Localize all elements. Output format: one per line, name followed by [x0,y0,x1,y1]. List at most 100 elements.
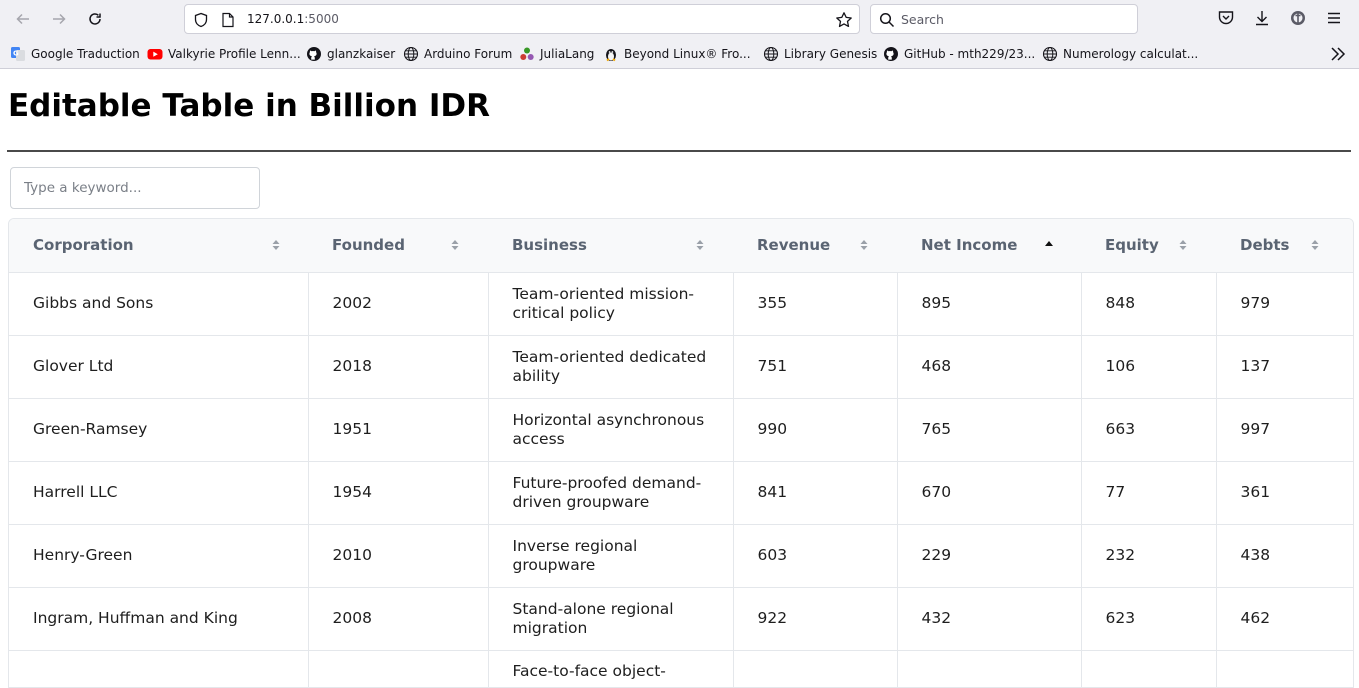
cell-debts[interactable]: 438 [1216,524,1353,587]
cell-revenue[interactable]: 603 [733,524,898,587]
cell-corporation[interactable]: Henry-Green [9,524,309,587]
column-header-corporation[interactable]: Corporation [9,219,308,272]
cell-founded[interactable]: 1954 [308,461,489,524]
cell-founded[interactable]: 1951 [308,398,489,461]
column-label: Revenue [757,236,831,255]
cell-business[interactable]: Team-oriented dedicated ability [488,335,734,398]
column-header-debts[interactable]: Debts [1216,219,1353,272]
cell-revenue[interactable] [733,650,898,687]
cell-founded[interactable] [308,650,489,687]
cell-equity[interactable]: 77 [1081,461,1217,524]
bookmark-label: GitHub - mth229/23... [904,47,1036,61]
cell-net-income[interactable]: 432 [897,587,1082,650]
sort-unsorted-icon[interactable] [272,238,280,252]
cell-debts[interactable]: 462 [1216,587,1353,650]
cell-debts[interactable]: 361 [1216,461,1353,524]
cell-corporation[interactable]: Harrell LLC [9,461,309,524]
cell-net-income[interactable]: 895 [897,272,1082,335]
cell-corporation[interactable]: Gibbs and Sons [9,272,309,335]
cell-corporation[interactable]: Glover Ltd [9,335,309,398]
data-table: Corporation Founded Business Revenue Net… [9,219,1353,687]
cell-debts[interactable]: 997 [1216,398,1353,461]
cell-business[interactable]: Inverse regional groupware [488,524,734,587]
cell-equity[interactable]: 623 [1081,587,1217,650]
cell-debts[interactable]: 137 [1216,335,1353,398]
cell-corporation[interactable]: Green-Ramsey [9,398,309,461]
cell-revenue[interactable]: 841 [733,461,898,524]
url-bar[interactable]: 127.0.0.1:5000 [184,4,860,34]
cell-business[interactable]: Face-to-face object- [488,650,734,687]
column-header-net-income[interactable]: Net Income [897,219,1081,272]
keyword-search-input[interactable] [10,167,260,209]
reload-button[interactable] [83,7,107,31]
title-divider [7,150,1351,152]
bookmark-item[interactable]: G Google Traduction [10,45,140,63]
bookmark-item[interactable]: GitHub - mth229/23... [883,45,1035,63]
pocket-button[interactable] [1216,8,1236,28]
cell-equity[interactable]: 848 [1081,272,1217,335]
cell-founded[interactable]: 2008 [308,587,489,650]
cell-equity[interactable]: 232 [1081,524,1217,587]
pocket-icon [1218,11,1234,25]
sort-unsorted-icon[interactable] [696,238,704,252]
bookmark-item[interactable]: Beyond Linux® Fro... [603,45,751,63]
table-row: Face-to-face object- [9,650,1353,687]
bookmarks-overflow-chevron-icon[interactable] [1328,45,1348,63]
cell-revenue[interactable]: 355 [733,272,898,335]
cell-business[interactable]: Future-proofed demand-driven groupware [488,461,734,524]
cell-equity[interactable] [1081,650,1217,687]
bookmark-item[interactable]: Numerology calculat... [1042,45,1198,63]
cell-revenue[interactable]: 990 [733,398,898,461]
bookmark-item[interactable]: glanzkaiser [306,45,395,63]
bookmark-item[interactable]: JuliaLang [519,45,594,63]
cell-business[interactable]: Horizontal asynchronous access [488,398,734,461]
tracking-shield-icon[interactable] [193,12,209,28]
search-placeholder: Search [901,12,944,27]
column-header-founded[interactable]: Founded [308,219,488,272]
cell-net-income[interactable]: 670 [897,461,1082,524]
column-header-revenue[interactable]: Revenue [733,219,897,272]
search-bar[interactable]: Search [870,4,1138,34]
sort-unsorted-icon[interactable] [451,238,459,252]
bookmark-item[interactable]: Arduino Forum [403,45,512,63]
menu-button[interactable] [1324,8,1344,28]
cell-equity[interactable]: 106 [1081,335,1217,398]
column-header-equity[interactable]: Equity [1081,219,1216,272]
bookmark-item[interactable]: Valkyrie Profile Lenn... [147,45,301,63]
browser-toolbar: 127.0.0.1:5000 Search [0,0,1359,38]
cell-net-income[interactable] [897,650,1082,687]
cell-business[interactable]: Team-oriented mission-critical policy [488,272,734,335]
sort-unsorted-icon[interactable] [1311,238,1319,252]
cell-debts[interactable] [1216,650,1353,687]
cell-founded[interactable]: 2018 [308,335,489,398]
cell-corporation[interactable] [9,650,309,687]
sort-ascending-icon[interactable] [1045,238,1053,252]
cell-net-income[interactable]: 765 [897,398,1082,461]
bookmark-item[interactable]: Library Genesis [763,45,877,63]
bookmark-label: Beyond Linux® Fro... [624,47,751,61]
cell-debts[interactable]: 979 [1216,272,1353,335]
cell-corporation[interactable]: Ingram, Huffman and King [9,587,309,650]
extensions-button[interactable] [1288,8,1308,28]
column-header-business[interactable]: Business [488,219,733,272]
cell-equity[interactable]: 663 [1081,398,1217,461]
cell-net-income[interactable]: 229 [897,524,1082,587]
column-label: Founded [332,236,405,255]
cell-net-income[interactable]: 468 [897,335,1082,398]
sort-unsorted-icon[interactable] [860,238,868,252]
bookmark-star-icon[interactable] [835,11,853,29]
cell-founded[interactable]: 2002 [308,272,489,335]
cell-revenue[interactable]: 922 [733,587,898,650]
svg-text:G: G [13,50,19,58]
cell-business[interactable]: Stand-alone regional migration [488,587,734,650]
sort-unsorted-icon[interactable] [1179,238,1187,252]
cell-founded[interactable]: 2010 [308,524,489,587]
url-text[interactable]: 127.0.0.1:5000 [247,12,339,26]
page-info-icon[interactable] [221,12,235,28]
bookmark-label: Arduino Forum [424,47,513,61]
cell-revenue[interactable]: 751 [733,335,898,398]
downloads-button[interactable] [1252,8,1272,28]
back-button[interactable] [11,7,35,31]
forward-button[interactable] [47,7,71,31]
bookmark-label: Numerology calculat... [1063,47,1199,61]
